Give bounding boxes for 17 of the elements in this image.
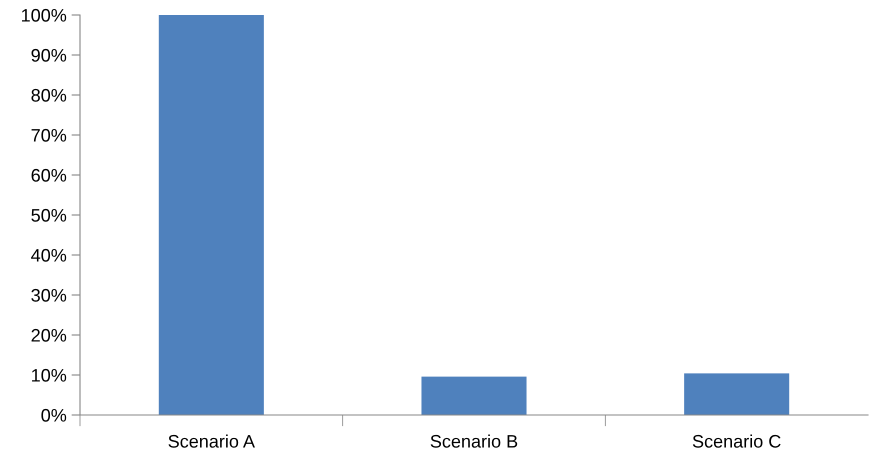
bar <box>684 373 790 415</box>
y-tick-label: 70% <box>32 128 66 142</box>
x-tick-label: Scenario C <box>692 434 781 448</box>
y-tick-label: 90% <box>32 48 66 62</box>
y-tick-label: 100% <box>22 8 66 22</box>
y-tick-label: 20% <box>32 328 66 342</box>
y-tick-label: 0% <box>41 408 66 422</box>
y-tick-label: 50% <box>31 208 66 222</box>
y-tick-label: 80% <box>31 88 66 102</box>
x-tick-label: Scenario A <box>168 434 255 448</box>
y-tick-label: 10% <box>32 368 66 382</box>
bar <box>421 376 527 415</box>
x-tick-label: Scenario B <box>430 434 518 448</box>
y-tick-label: 60% <box>32 168 66 182</box>
bar <box>158 15 264 415</box>
y-tick-label: 40% <box>31 248 66 262</box>
y-tick-label: 30% <box>31 288 66 302</box>
